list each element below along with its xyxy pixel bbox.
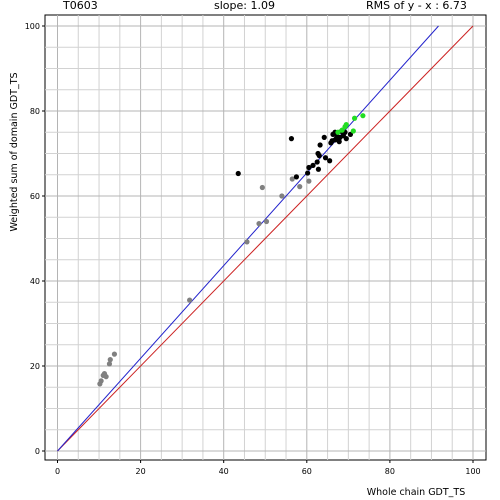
x-tick-label: 100: [465, 467, 480, 476]
x-tick-label: 0: [55, 467, 60, 476]
scatter-point: [315, 166, 322, 172]
scatter-point: [317, 142, 323, 148]
scatter-point: [339, 127, 345, 133]
scatter-point: [235, 170, 241, 177]
y-tick-label: 60: [30, 192, 40, 201]
slope-label: slope: 1.09: [214, 0, 275, 12]
scatter-point: [306, 178, 312, 184]
scatter-point: [343, 122, 349, 128]
grid-lines: [45, 15, 486, 460]
scatter-point: [256, 221, 262, 227]
fit-line: [57, 25, 439, 452]
scatter-point: [288, 136, 295, 142]
scatter-point: [322, 155, 329, 161]
chart-header: T0603 slope: 1.09 RMS of y - x : 6.73: [0, 0, 500, 14]
target-id-label: T0603: [63, 0, 98, 12]
reference-lines: [57, 25, 474, 452]
scatter-point: [187, 297, 193, 303]
scatter-point: [351, 115, 358, 121]
scatter-point: [327, 158, 333, 164]
scatter-point: [263, 218, 270, 225]
scatter-point: [343, 136, 349, 142]
y-tick-label: 40: [30, 277, 40, 286]
scatter-point: [107, 357, 113, 363]
scatter-point: [103, 374, 109, 380]
scatter-point: [350, 128, 356, 134]
y-tick-label: 0: [35, 447, 40, 456]
y-tick-label: 100: [25, 22, 40, 31]
scatter-point: [332, 137, 338, 143]
scatter-point: [98, 378, 104, 384]
scatter-point: [306, 164, 312, 171]
scatter-point: [314, 159, 320, 165]
x-tick-label: 80: [385, 467, 395, 476]
x-tick-label: 20: [136, 467, 146, 476]
scatter-point: [289, 176, 295, 182]
x-tick-label: 60: [302, 467, 312, 476]
y-axis-title: Weighted sum of domain GDT_TS: [9, 72, 20, 231]
y-tick-label: 80: [30, 107, 40, 116]
scatter-point: [335, 129, 341, 135]
scatter-point: [305, 170, 311, 176]
scatter-point: [259, 184, 265, 191]
scatter-point: [111, 351, 118, 357]
scatter-point: [310, 162, 316, 168]
identity-line: [57, 25, 474, 452]
data-points: [97, 113, 366, 387]
scatter-point: [106, 361, 113, 367]
scatter-point: [293, 174, 300, 180]
scatter-point: [315, 150, 321, 157]
x-axis-title: Whole chain GDT_TS: [367, 487, 466, 498]
axis-ticks: 0 20 40 60 80 100 0 20 40 60 80 100: [25, 22, 481, 476]
scatter-point: [347, 131, 354, 137]
scatter-point: [297, 184, 303, 190]
scatter-point: [336, 139, 342, 145]
y-tick-label: 20: [30, 362, 40, 371]
scatter-point: [279, 193, 285, 199]
scatter-point: [244, 239, 250, 245]
scatter-point: [360, 113, 366, 119]
scatter-point: [321, 134, 327, 140]
x-tick-label: 40: [219, 467, 229, 476]
rms-label: RMS of y - x : 6.73: [366, 0, 467, 12]
